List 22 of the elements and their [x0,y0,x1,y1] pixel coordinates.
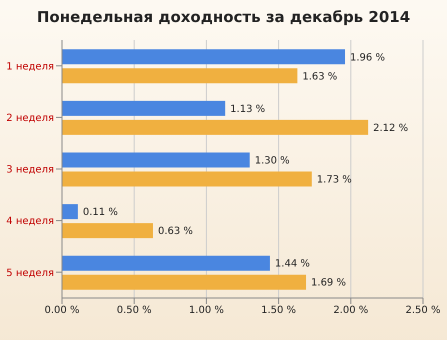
chart-title: Понедельная доходность за декабрь 2014 [36,7,412,28]
y-tick-label: 3 неделя [6,164,54,176]
data-label: 0.11 % [82,207,118,218]
x-tick-label: 2.00 % [333,305,368,316]
data-label: 1.73 % [316,174,352,186]
x-tick-label: 0.00 % [44,305,80,316]
data-label: 1.69 % [311,278,346,289]
data-label: 2.12 % [373,122,408,134]
data-label: 1.13 % [230,104,266,115]
y-tick-label: 5 неделя [6,268,54,279]
y-tick-label: 2 неделя [6,112,54,124]
data-label: 1.30 % [254,156,290,167]
y-tick-label: 1 неделя [6,61,54,72]
data-label: 1.96 % [350,52,385,64]
x-tick-label: 1.50 % [261,305,296,316]
x-tick-label: 1.00 % [188,305,224,316]
y-tick-label: 4 неделя [6,216,54,228]
data-label: 1.63 % [302,71,338,82]
data-label: 1.44 % [274,258,310,270]
data-label: 0.63 % [158,226,193,238]
x-tick-label: 2.50 % [406,305,440,316]
x-tick-label: 0.50 % [116,305,152,316]
